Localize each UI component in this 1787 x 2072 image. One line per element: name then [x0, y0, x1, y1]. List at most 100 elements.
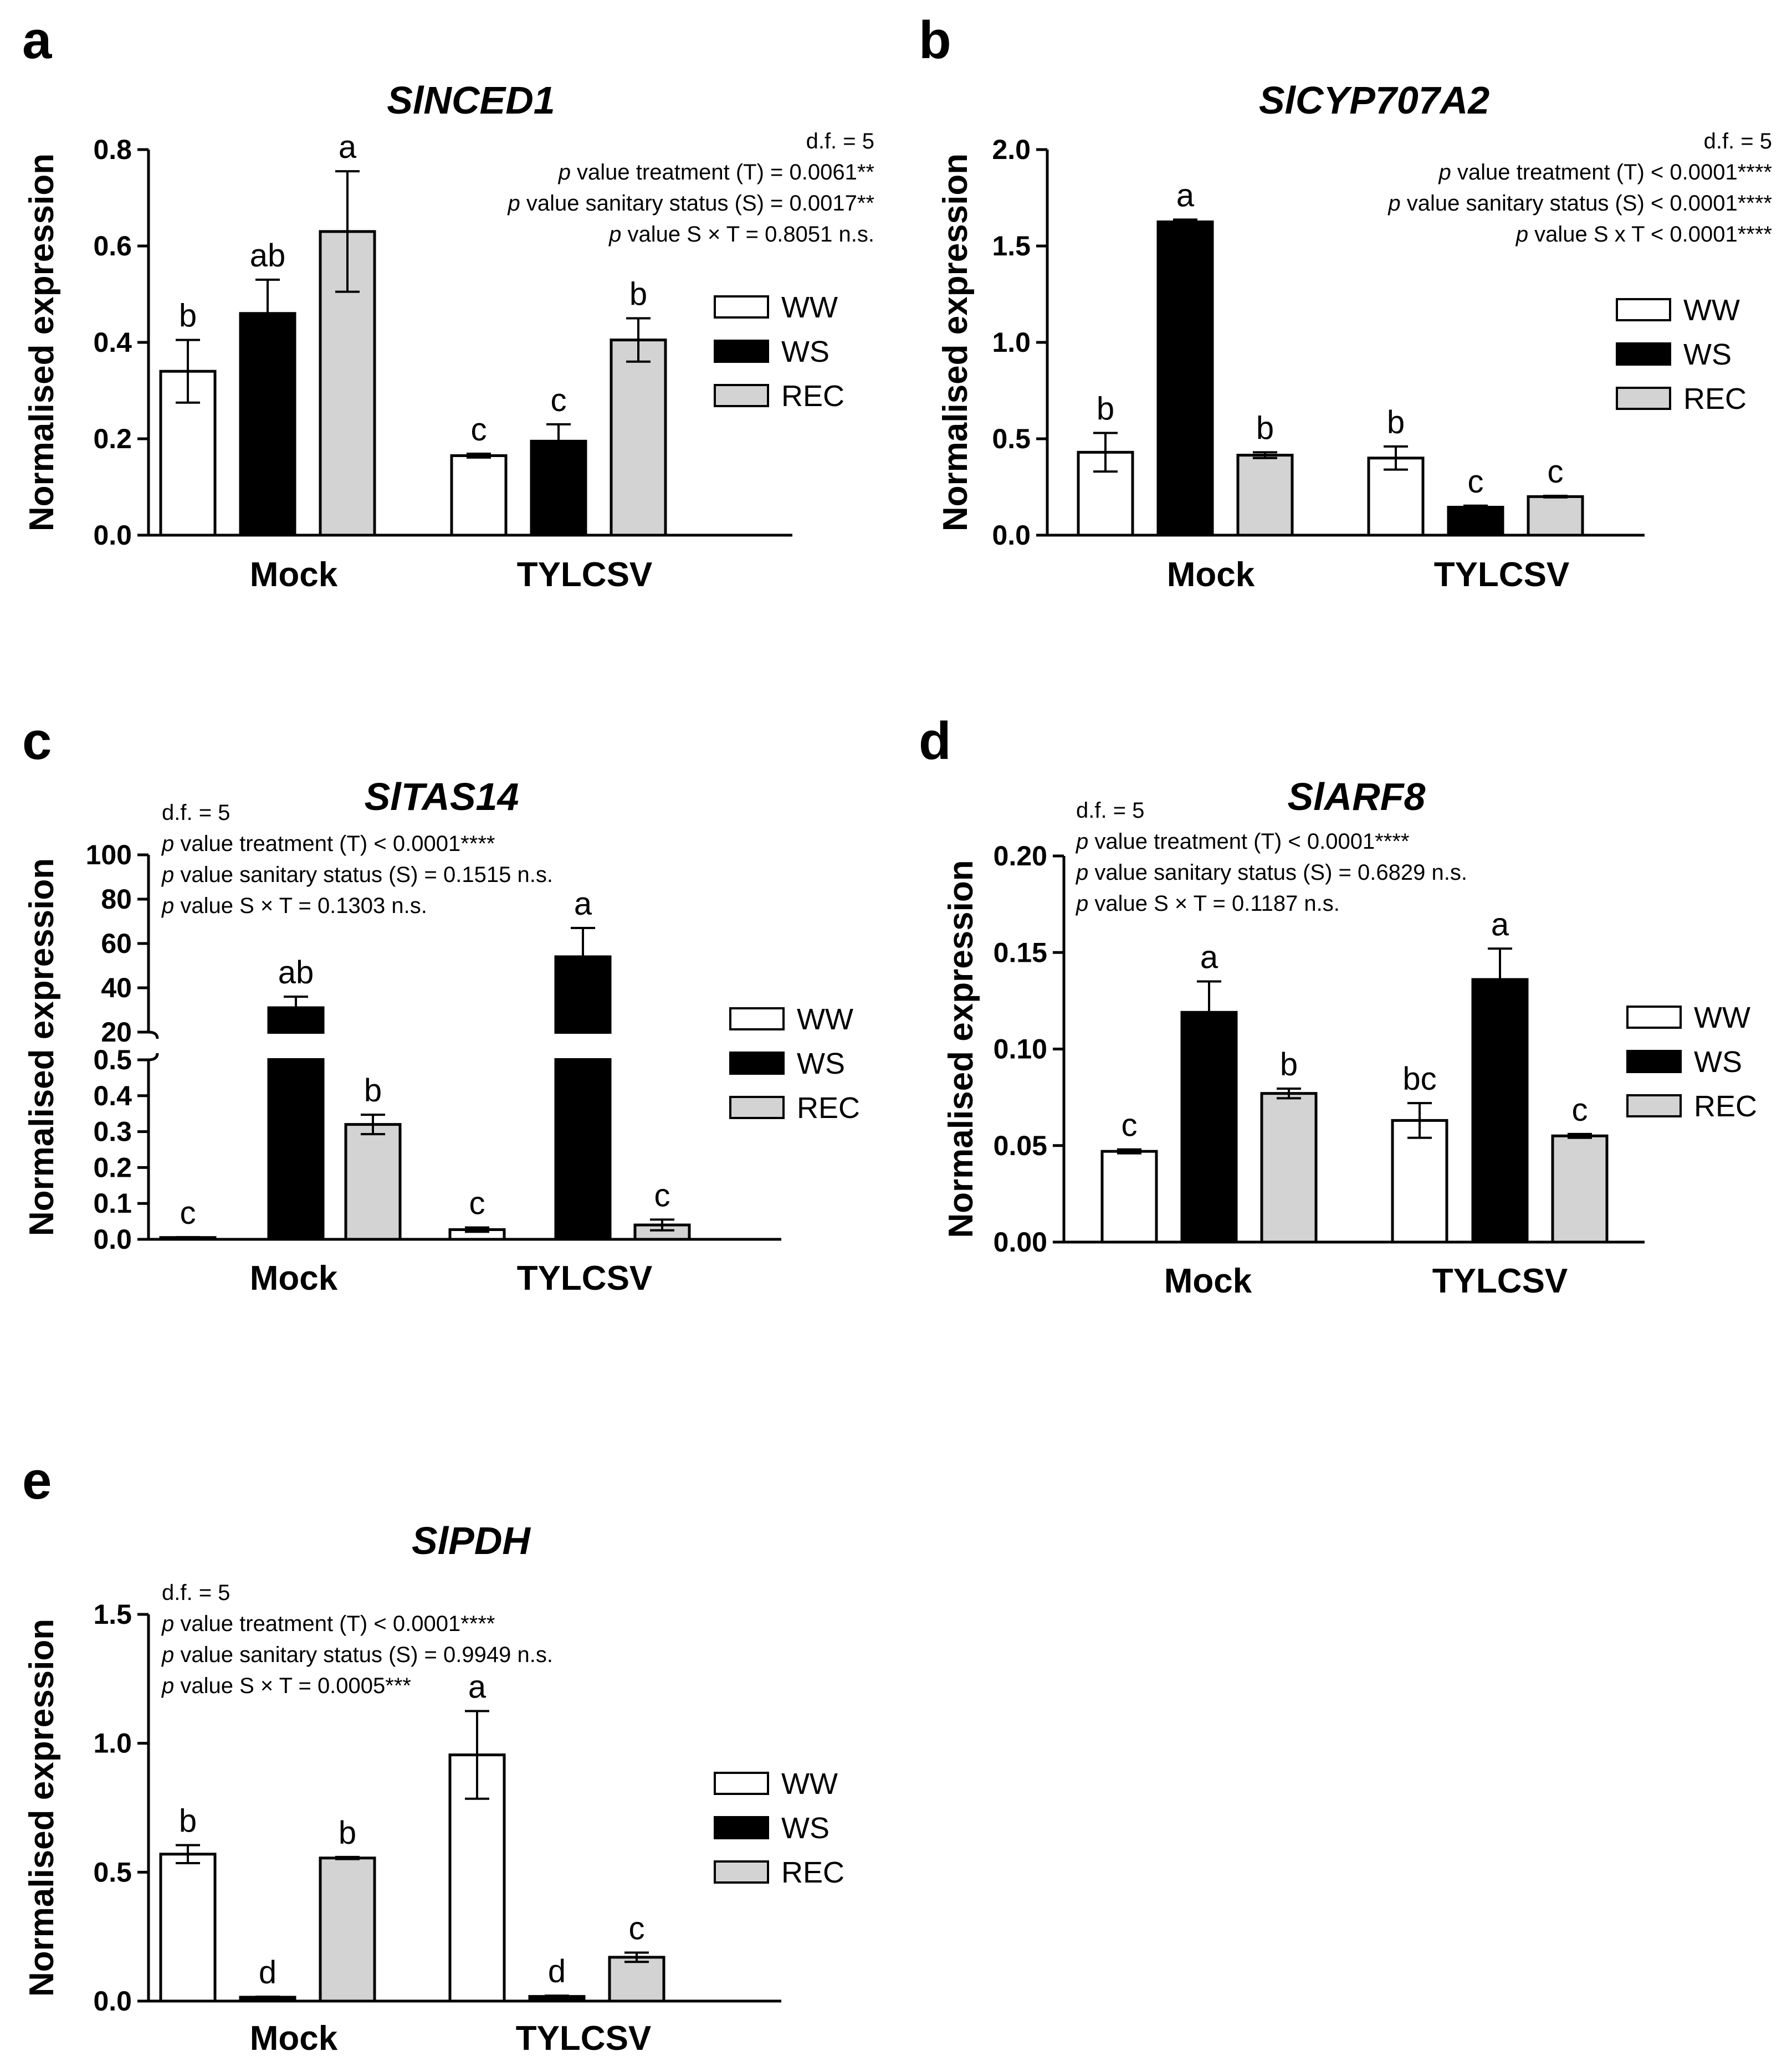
- stat-df: d.f. = 5: [1704, 129, 1772, 153]
- y-tick-label: 0.5: [992, 423, 1031, 454]
- significance-letter: b: [629, 276, 647, 312]
- bar-ws: [1180, 1011, 1238, 1244]
- significance-letter: b: [1280, 1047, 1298, 1083]
- legend-swatch-ws: [1626, 1050, 1682, 1073]
- stat-text-value: value treatment (T) < 0.0001****: [180, 832, 495, 856]
- axis-break-gap: [267, 1034, 325, 1058]
- y-tick-label: 0.0: [93, 520, 132, 551]
- stat-df: d.f. = 5: [1076, 798, 1144, 823]
- y-axis-label: Normalised expression: [23, 1619, 61, 1997]
- significance-letter: a: [1491, 906, 1509, 942]
- stat-text-value: d.f. = 5: [162, 801, 230, 825]
- significance-letter: d: [259, 1955, 277, 1991]
- significance-letter: b: [179, 298, 197, 334]
- axis-break-mark: [148, 1053, 159, 1061]
- stat-text-value: value S × T = 0.8051 n.s.: [627, 222, 874, 247]
- legend-label: REC: [1683, 382, 1747, 416]
- stat-pvalue: p value S × T = 0.0005***: [161, 1674, 411, 1698]
- axis-break-gap: [554, 1034, 612, 1058]
- bar-ws: [528, 1995, 586, 2003]
- stat-text-value: value treatment (T) < 0.0001****: [1094, 829, 1409, 854]
- bar-ww: [159, 1853, 217, 2003]
- chart-title: SlNCED1: [387, 79, 555, 122]
- significance-letter: a: [574, 886, 592, 922]
- x-category-label: Mock: [250, 1259, 338, 1297]
- y-tick-label: 0.4: [93, 1080, 132, 1111]
- legend-label: REC: [797, 1091, 860, 1125]
- y-axis-label: Normalised expression: [942, 860, 980, 1238]
- legend-swatch-ww: [1616, 298, 1671, 321]
- p-italic: p: [161, 1674, 180, 1698]
- legend-label: REC: [1694, 1090, 1757, 1123]
- y-tick-label: 1.5: [93, 1599, 132, 1630]
- x-category-label: Mock: [250, 556, 338, 594]
- p-italic: p: [508, 191, 526, 216]
- legend-swatch-ww: [1626, 1006, 1682, 1029]
- significance-letter: c: [469, 1186, 485, 1222]
- bar-ws: [554, 955, 612, 1241]
- bar-ws: [1447, 506, 1504, 537]
- bar-ww: [1367, 457, 1425, 537]
- stat-text-value: value S × T = 0.1303 n.s.: [180, 894, 427, 918]
- p-italic: p: [1515, 222, 1534, 247]
- stat-df: d.f. = 5: [806, 129, 874, 153]
- stat-text-value: d.f. = 5: [1704, 129, 1772, 153]
- significance-letter: b: [1256, 410, 1274, 446]
- p-italic: p: [1076, 891, 1094, 916]
- legend-swatch-ws: [714, 1816, 769, 1839]
- legend-label: WW: [781, 291, 838, 324]
- p-italic: p: [1076, 860, 1094, 885]
- x-category-label: TYLCSV: [1434, 556, 1570, 594]
- panel-letter: d: [919, 711, 951, 771]
- p-italic: p: [161, 832, 180, 856]
- legend-swatch-rec: [1616, 387, 1671, 410]
- panel-letter: c: [22, 711, 52, 771]
- y-axis-label: Normalised expression: [23, 153, 61, 531]
- stat-pvalue: p value treatment (T) = 0.0061**: [558, 160, 874, 184]
- y-tick-label: 0.05: [994, 1130, 1047, 1161]
- stat-text-value: value S × T = 0.0005***: [180, 1674, 411, 1698]
- y-axis-label: Normalised expression: [936, 153, 975, 531]
- panel-d: d SlARF8 Normalised expression 0.00 0.05 0.10…: [919, 711, 1757, 1300]
- x-category-label: TYLCSV: [517, 1259, 653, 1297]
- y-tick-label: 0.2: [93, 423, 132, 454]
- p-italic: p: [161, 1643, 180, 1667]
- stat-text-value: value sanitary status (S) = 0.0017**: [526, 191, 874, 216]
- legend-label: WW: [781, 1767, 838, 1801]
- legend-label: REC: [781, 379, 844, 413]
- significance-letter: a: [468, 1669, 487, 1705]
- y-tick-label: 1.0: [93, 1728, 132, 1759]
- stat-df: d.f. = 5: [162, 1581, 230, 1605]
- x-category-label: TYLCSV: [517, 556, 653, 594]
- y-tick-label: 0.20: [994, 840, 1047, 871]
- legend-label: WS: [1683, 338, 1732, 371]
- stat-text-value: value treatment (T) < 0.0001****: [1457, 160, 1772, 184]
- bar-rec: [1551, 1134, 1609, 1244]
- p-italic: p: [1387, 191, 1406, 216]
- stat-df: d.f. = 5: [162, 801, 230, 825]
- p-italic: p: [161, 894, 180, 918]
- legend-label: WW: [797, 1003, 853, 1036]
- y-tick-label: 0.2: [93, 1152, 132, 1183]
- significance-letter: c: [551, 382, 567, 418]
- significance-letter: ab: [278, 955, 314, 991]
- legend-label: WW: [1694, 1001, 1750, 1034]
- stat-pvalue: p value S × T = 0.1187 n.s.: [1076, 891, 1340, 916]
- y-tick-label: 0.0: [93, 1986, 132, 2017]
- y-tick-label: 0.1: [93, 1188, 132, 1219]
- y-tick-label: 1.0: [992, 327, 1031, 358]
- x-category-label: Mock: [1167, 556, 1255, 594]
- bar-ws: [239, 312, 296, 537]
- stat-pvalue: p value S × T = 0.8051 n.s.: [608, 222, 874, 247]
- significance-letter: c: [1548, 454, 1564, 490]
- significance-letter: b: [1097, 391, 1114, 427]
- legend-label: WS: [797, 1047, 845, 1080]
- y-tick-label: 40: [101, 972, 132, 1003]
- chart-title: SlCYP707A2: [1259, 79, 1489, 122]
- panel-a: a SlNCED1 Normalised expression 0.0 0.2 0.4 0.…: [22, 11, 874, 594]
- stat-pvalue: p value sanitary status (S) = 0.1515 n.s…: [161, 863, 553, 887]
- stat-pvalue: p value sanitary status (S) = 0.0017**: [508, 191, 874, 216]
- legend-label: WW: [1683, 294, 1740, 327]
- x-category-label: TYLCSV: [1432, 1262, 1568, 1300]
- chart-title: SlTAS14: [365, 775, 519, 818]
